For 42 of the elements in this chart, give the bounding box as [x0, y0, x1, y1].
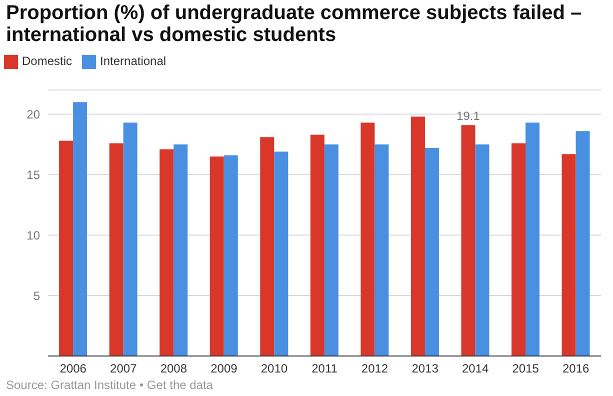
bar [360, 122, 375, 356]
bar [123, 122, 138, 356]
data-label: 19.1 [456, 109, 480, 124]
chart-title: Proportion (%) of undergraduate commerce subjects failed – international vs domestic students [6, 2, 583, 46]
bar [274, 152, 288, 356]
x-tick-label: 2012 [361, 362, 388, 376]
x-tick-label: 2013 [412, 362, 439, 376]
bar [109, 143, 124, 356]
bar [310, 134, 324, 356]
x-tick-label: 2014 [462, 362, 489, 376]
x-tick-label: 2015 [512, 362, 540, 376]
bar [210, 156, 224, 356]
bar [59, 140, 74, 356]
y-tick-label: 10 [26, 228, 40, 242]
x-tick-label: 2006 [60, 362, 87, 376]
bar [224, 155, 238, 356]
bar [174, 144, 188, 356]
legend-label: International [100, 54, 166, 68]
y-tick-label: 15 [26, 168, 40, 182]
x-tick-label: 2016 [562, 362, 590, 376]
x-tick-label: 2011 [312, 362, 338, 376]
bar [576, 131, 590, 356]
source-note: Source: Grattan Institute • Get the data [6, 378, 213, 392]
bar [461, 125, 476, 356]
bar [324, 144, 338, 356]
x-tick-label: 2007 [110, 362, 138, 376]
bar [260, 137, 274, 356]
x-tick-label: 2010 [260, 362, 288, 376]
bar [424, 148, 439, 356]
bar [512, 143, 526, 356]
bar [410, 116, 425, 356]
x-tick-label: 2009 [210, 362, 238, 376]
y-tick-label: 5 [33, 288, 40, 303]
bar [374, 144, 389, 356]
legend-label: Domestic [22, 54, 72, 68]
bar [160, 149, 174, 356]
bar [475, 144, 490, 356]
bar [526, 122, 540, 356]
x-tick-label: 2008 [160, 362, 188, 376]
bar [562, 154, 576, 356]
y-tick-label: 20 [26, 107, 40, 122]
bar [73, 102, 88, 356]
